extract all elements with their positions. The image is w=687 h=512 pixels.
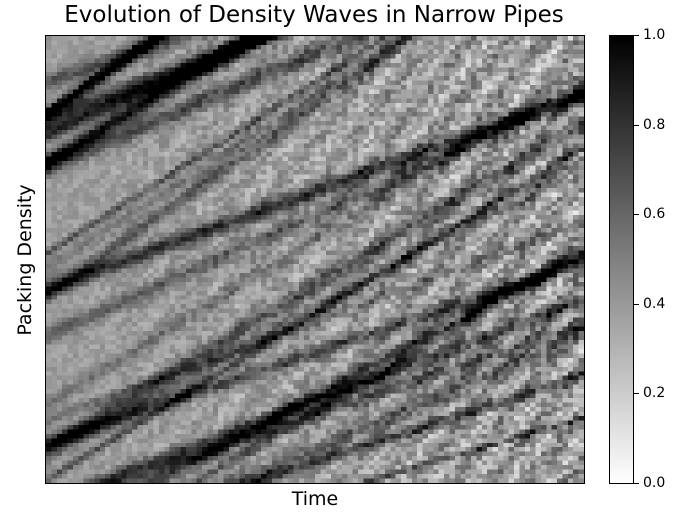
chart-title: Evolution of Density Waves in Narrow Pip… <box>64 2 564 28</box>
heatmap-plot-area <box>45 35 585 484</box>
colorbar <box>609 35 634 484</box>
colorbar-tick-label: 0.8 <box>643 116 666 133</box>
colorbar-tick-label: 0.6 <box>643 206 666 223</box>
colorbar-ticks: 0.0 0.2 0.4 0.6 0.8 1.0 <box>634 27 687 491</box>
colorbar-tick-label: 0.0 <box>643 475 666 491</box>
y-axis-label: Packing Density <box>14 184 36 336</box>
x-axis-label: Time <box>291 488 339 510</box>
heatmap-cells <box>46 36 584 483</box>
colorbar-tick-label: 1.0 <box>643 27 666 43</box>
colorbar-tick-label: 0.2 <box>643 385 666 402</box>
colorbar-tick-label: 0.4 <box>643 295 666 312</box>
